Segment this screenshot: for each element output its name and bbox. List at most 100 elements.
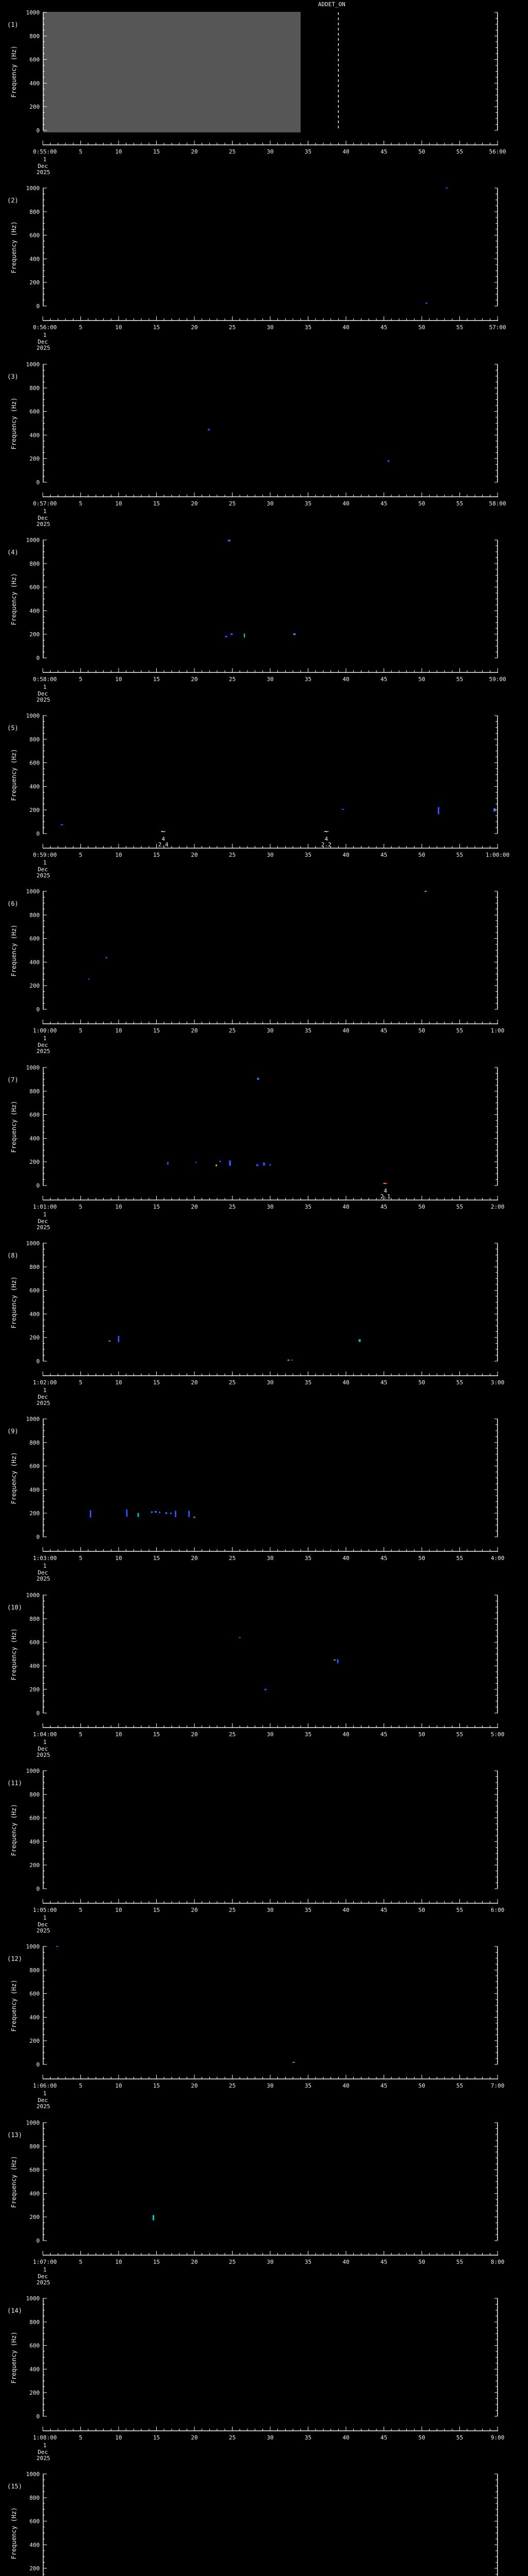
x-end-label: 56:00 — [489, 148, 506, 155]
x-second-label: 30 — [267, 1731, 273, 1738]
x-second-label: 40 — [342, 1204, 349, 1210]
y-tick-label: 0 — [36, 1006, 40, 1013]
spectrogram-mark — [387, 460, 390, 462]
y-axis — [42, 2122, 498, 2241]
spectrogram-panel-12: 0 200 400 600 800 1000 1:06:00 5 10 15 20 25 30 35 40 4… — [0, 1934, 528, 2110]
y-tick-label: 0 — [36, 831, 40, 837]
x-second-label: 45 — [381, 148, 387, 155]
x-second-label: 30 — [267, 1379, 273, 1386]
y-axis-title: Frequency (Hz) — [10, 1100, 18, 1153]
y-axis — [42, 1418, 498, 1537]
y-axis — [42, 715, 498, 834]
x-second-label: 5 — [79, 852, 82, 858]
x-second-label: 40 — [342, 1731, 349, 1738]
x-second-label: 50 — [418, 324, 425, 331]
x-second-label: 45 — [381, 1379, 387, 1386]
y-tick-label: 200 — [29, 2565, 40, 2572]
spectrogram-panel-1: ADDET_ON 0 200 400 600 800 1000 0:55:00 5 10 15 20 2… — [0, 0, 528, 176]
date-month: Dec — [38, 1745, 48, 1752]
event-marker-dash — [385, 1182, 388, 1184]
y-tick-label: 800 — [29, 912, 40, 919]
spectrogram-mark — [56, 1946, 58, 1947]
x-second-label: 30 — [267, 2082, 273, 2089]
y-axis-title: Frequency (Hz) — [10, 925, 18, 977]
y-tick-label: 200 — [29, 279, 40, 286]
x-second-label: 15 — [153, 2434, 160, 2441]
y-tick-label: 1000 — [26, 2471, 40, 2478]
x-second-label: 30 — [267, 324, 273, 331]
spectrogram-mark — [239, 1637, 241, 1638]
panel-index-label: (4) — [7, 549, 19, 556]
x-second-label: 55 — [456, 1555, 463, 1562]
x-second-label: 10 — [115, 1555, 122, 1562]
y-tick-label: 200 — [29, 1159, 40, 1165]
y-tick-label: 600 — [29, 232, 40, 239]
x-second-label: 35 — [305, 2434, 311, 2441]
panel-index-label: (9) — [7, 1428, 19, 1435]
y-tick-label: 600 — [29, 1815, 40, 1822]
x-second-label: 30 — [267, 1027, 273, 1034]
x-second-label: 25 — [229, 1555, 236, 1562]
x-second-label: 35 — [305, 1731, 311, 1738]
x-second-label: 15 — [153, 1204, 160, 1210]
y-tick-label: 400 — [29, 1487, 40, 1494]
y-tick-label: 600 — [29, 936, 40, 942]
x-second-label: 40 — [342, 852, 349, 858]
spectrogram-mark — [342, 809, 344, 810]
spectrogram-mark — [287, 1360, 290, 1361]
x-second-label: 20 — [191, 324, 197, 331]
x-second-label: 20 — [191, 500, 197, 507]
y-tick-label: 400 — [29, 2190, 40, 2197]
x-end-label: 1:00:00 — [486, 852, 509, 858]
x-second-label: 20 — [191, 1379, 197, 1386]
date-day: 1 — [43, 1211, 47, 1218]
spectrogram-mark — [256, 1164, 259, 1166]
date-day: 1 — [43, 1914, 47, 1921]
x-second-label: 10 — [115, 1027, 122, 1034]
spectrogram-mark — [166, 1513, 168, 1515]
x-second-label: 45 — [381, 324, 387, 331]
y-tick-label: 800 — [29, 209, 40, 215]
x-second-label: 55 — [456, 1204, 463, 1210]
x-second-label: 55 — [456, 324, 463, 331]
y-axis — [42, 2298, 498, 2417]
date-month: Dec — [38, 2449, 48, 2455]
y-tick-label: 0 — [36, 1358, 40, 1365]
y-tick-label: 200 — [29, 2038, 40, 2044]
x-start-label: 1:01:00 — [33, 1204, 57, 1210]
x-second-label: 30 — [267, 1907, 273, 1913]
event-magnitude: 2.2 — [321, 841, 332, 848]
x-second-label: 5 — [79, 2259, 82, 2265]
x-second-label: 15 — [153, 2259, 160, 2265]
spectrogram-mark — [265, 1688, 267, 1690]
date-year: 2025 — [37, 1752, 50, 1758]
x-second-label: 45 — [381, 2434, 387, 2441]
date-day: 1 — [43, 1563, 47, 1569]
event-marker-dash — [324, 831, 326, 833]
x-second-label: 10 — [115, 324, 122, 331]
x-second-label: 35 — [305, 1204, 311, 1210]
x-axis — [42, 492, 498, 497]
x-second-label: 10 — [115, 852, 122, 858]
x-second-label: 45 — [381, 1027, 387, 1034]
x-second-label: 35 — [305, 676, 311, 683]
x-second-label: 15 — [153, 1907, 160, 1913]
y-axis — [42, 891, 498, 1010]
x-second-label: 5 — [79, 1731, 82, 1738]
x-second-label: 25 — [229, 1027, 236, 1034]
x-second-label: 15 — [153, 1555, 160, 1562]
x-start-label: 1:08:00 — [33, 2434, 57, 2441]
y-tick-label: 800 — [29, 561, 40, 567]
spectrogram-panel-4: 0 200 400 600 800 1000 0:58:00 5 10 15 20 25 30 35 40 4… — [0, 528, 528, 703]
spectrogram-mark — [216, 1164, 218, 1166]
x-second-label: 55 — [456, 1731, 463, 1738]
y-axis-title: Frequency (Hz) — [10, 573, 18, 625]
date-day: 1 — [43, 1739, 47, 1745]
date-year: 2025 — [37, 169, 50, 176]
x-second-label: 45 — [381, 500, 387, 507]
spectrogram-mark — [174, 1511, 176, 1517]
x-axis — [42, 2426, 498, 2432]
